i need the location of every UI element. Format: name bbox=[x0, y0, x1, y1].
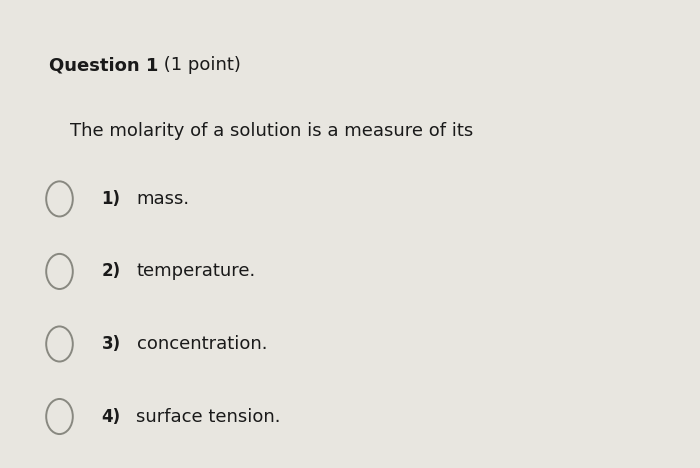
Ellipse shape bbox=[46, 181, 73, 216]
Text: 4): 4) bbox=[102, 408, 120, 425]
Text: 3): 3) bbox=[102, 335, 120, 353]
Text: 1): 1) bbox=[102, 190, 120, 208]
Text: Question 1: Question 1 bbox=[49, 56, 158, 74]
Ellipse shape bbox=[46, 327, 73, 362]
Text: The molarity of a solution is a measure of its: The molarity of a solution is a measure … bbox=[70, 122, 473, 139]
Text: mass.: mass. bbox=[136, 190, 190, 208]
Text: concentration.: concentration. bbox=[136, 335, 267, 353]
Text: surface tension.: surface tension. bbox=[136, 408, 281, 425]
Text: 2): 2) bbox=[102, 263, 120, 280]
Text: (1 point): (1 point) bbox=[158, 56, 240, 74]
Ellipse shape bbox=[46, 399, 73, 434]
Ellipse shape bbox=[46, 254, 73, 289]
Text: temperature.: temperature. bbox=[136, 263, 256, 280]
